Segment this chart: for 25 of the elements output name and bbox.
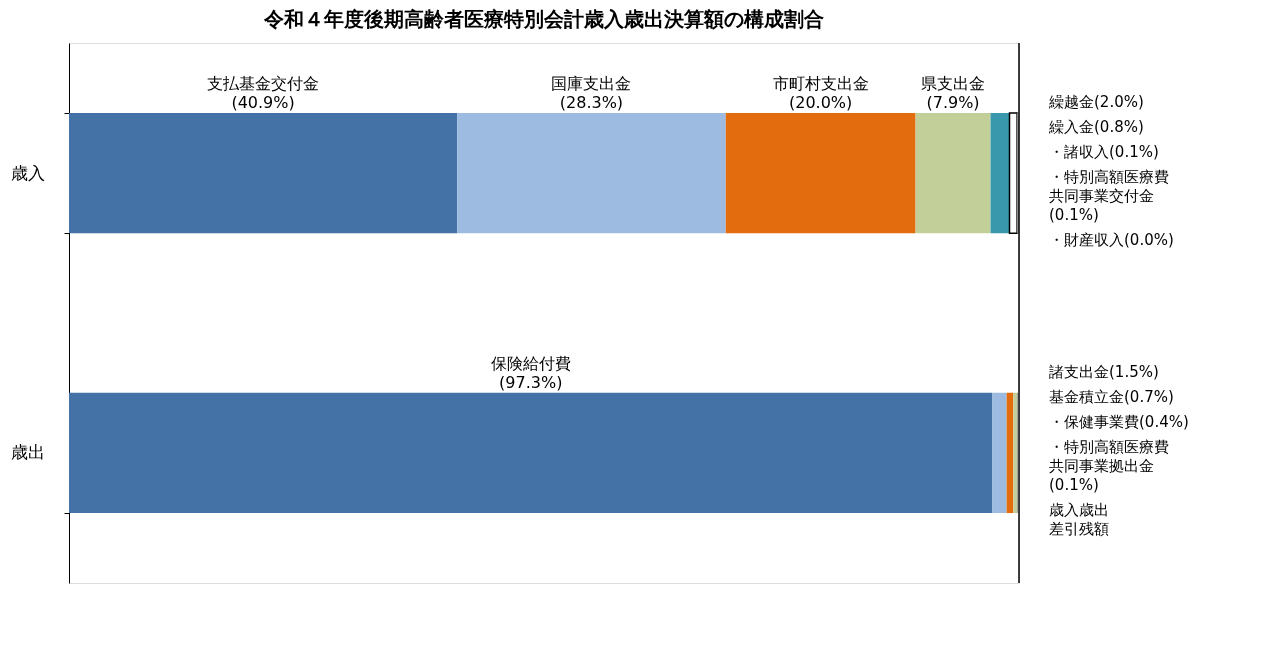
text: ・財産収入(0.0%)	[1049, 230, 1174, 249]
series-label: 国庫支出金	[551, 73, 632, 93]
text: 歳入歳出差引残額	[1049, 500, 1109, 538]
text: 諸支出金(1.5%)	[1049, 362, 1159, 381]
text: 繰越金(2.0%)	[1049, 92, 1144, 111]
data-label: (28.3%)	[559, 92, 624, 112]
series-label: 市町村支出金	[772, 73, 869, 93]
data-label: (7.9%)	[926, 92, 980, 112]
data-label: (97.3%)	[499, 372, 563, 392]
series-label: 保険給付費	[490, 353, 571, 373]
series-label: 県支出金	[921, 73, 986, 93]
y-tick-label: 歳入	[10, 162, 45, 183]
data-label: (40.9%)	[231, 92, 295, 112]
text: 基金積立金(0.7%)	[1049, 387, 1174, 406]
data-label: (20.0%)	[788, 92, 853, 112]
series-label: 支払基金交付金	[207, 73, 320, 93]
text: ・特別高額医療費共同事業交付金	[1049, 167, 1169, 205]
y-tick-label: 歳出	[10, 442, 45, 463]
data-label: (0.1%)	[1049, 205, 1099, 224]
text: ・諸収入(0.1%)	[1049, 142, 1159, 161]
text: ・保健事業費(0.4%)	[1049, 412, 1189, 431]
chart-title: 令和４年度後期高齢者医療特別会計歳入歳出決算額の構成割合	[263, 7, 824, 31]
text: ・特別高額医療費共同事業拠出金	[1049, 437, 1169, 475]
text: 繰入金(0.8%)	[1049, 117, 1144, 136]
data-label: (0.1%)	[1049, 475, 1099, 494]
